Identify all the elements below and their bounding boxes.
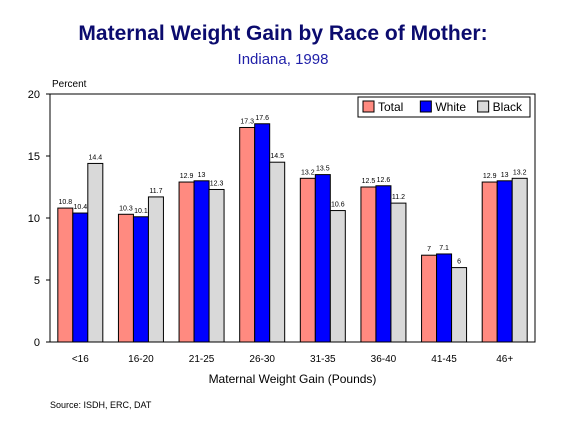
bar-black: [87, 162, 104, 343]
data-label: 17.6: [255, 115, 269, 122]
bar-total: [117, 213, 134, 343]
y-tick-label: 5: [34, 275, 40, 287]
bar-white: [496, 180, 513, 343]
x-tick-label: 21-25: [189, 354, 215, 365]
y-axis-label: Percent: [52, 79, 87, 90]
x-tick-label: 31-35: [310, 354, 336, 365]
data-label: 10.6: [331, 202, 345, 209]
axes: Percent 0 5 10 15 20 <16 16-20 21-25 26-30 31-35 36…: [28, 79, 536, 386]
data-labels: 10.810.4 14.4 10.3 10.1 11.7 12.9 13 12.3 17.317…: [59, 115, 527, 266]
y-tick-label: 15: [28, 151, 40, 163]
bar-white: [193, 180, 210, 343]
data-label: 10.3: [119, 205, 133, 212]
data-label: 12.5: [362, 178, 376, 185]
bar-total: [299, 177, 316, 343]
data-label: 17.3: [240, 118, 254, 125]
bar-total: [360, 186, 377, 343]
data-label: 11.7: [149, 188, 162, 195]
data-label: 13.2: [513, 169, 527, 176]
bar-total: [421, 254, 438, 343]
legend-swatch-black: [477, 100, 490, 113]
legend: Total White Black: [357, 96, 531, 118]
data-label: 14.5: [270, 153, 284, 160]
chart-subtitle: Indiana, 1998: [237, 51, 329, 68]
bar-white: [375, 185, 392, 343]
y-tick-label: 10: [28, 213, 40, 225]
chart-title: Maternal Weight Gain by Race of Mother:: [78, 22, 488, 45]
x-tick-label: 41-45: [431, 354, 457, 365]
y-tick-label: 0: [34, 337, 40, 349]
data-label: 13.5: [316, 166, 330, 173]
bar-white: [72, 212, 89, 343]
bar-white: [314, 174, 331, 343]
data-label: 13: [198, 172, 206, 179]
x-tick-label: 46+: [496, 354, 513, 365]
data-label: 13.2: [301, 169, 315, 176]
legend-swatch-total: [362, 100, 375, 113]
bar-total: [481, 181, 498, 343]
bar-black: [269, 161, 286, 343]
data-label: 12.6: [377, 177, 391, 184]
bar-black: [511, 177, 528, 343]
bars: [57, 123, 528, 343]
data-label: 7.1: [439, 245, 449, 252]
data-label: 11.2: [392, 194, 405, 201]
x-tick-label: <16: [72, 354, 89, 365]
data-label: 14.4: [89, 154, 103, 161]
bar-total: [178, 181, 195, 343]
legend-label-white: White: [435, 100, 466, 114]
bar-black: [147, 196, 164, 343]
data-label: 12.9: [180, 173, 194, 180]
data-label: 12.3: [210, 180, 224, 187]
bar-total: [57, 207, 74, 343]
data-label: 12.9: [483, 173, 497, 180]
bar-white: [436, 253, 453, 343]
data-label: 10.4: [74, 204, 88, 211]
data-label: 6: [457, 259, 461, 266]
legend-label-total: Total: [378, 100, 403, 114]
y-tick-label: 20: [28, 89, 40, 101]
x-tick-label: 36-40: [371, 354, 397, 365]
legend-swatch-white: [419, 100, 432, 113]
data-label: 10.1: [134, 208, 148, 215]
data-label: 10.8: [59, 199, 73, 206]
bar-white: [132, 216, 149, 343]
bar-black: [390, 202, 407, 343]
bar-total: [239, 126, 256, 343]
x-axis-label: Maternal Weight Gain (Pounds): [209, 372, 377, 386]
source-note: Source: ISDH, ERC, DAT: [50, 400, 152, 410]
data-label: 13: [501, 172, 509, 179]
bar-black: [208, 188, 225, 343]
data-label: 7: [427, 246, 431, 253]
legend-label-black: Black: [493, 100, 523, 114]
bar-white: [254, 123, 271, 343]
x-tick-label: 16-20: [128, 354, 154, 365]
bar-black: [451, 267, 468, 343]
x-tick-label: 26-30: [249, 354, 275, 365]
bar-black: [329, 210, 346, 343]
